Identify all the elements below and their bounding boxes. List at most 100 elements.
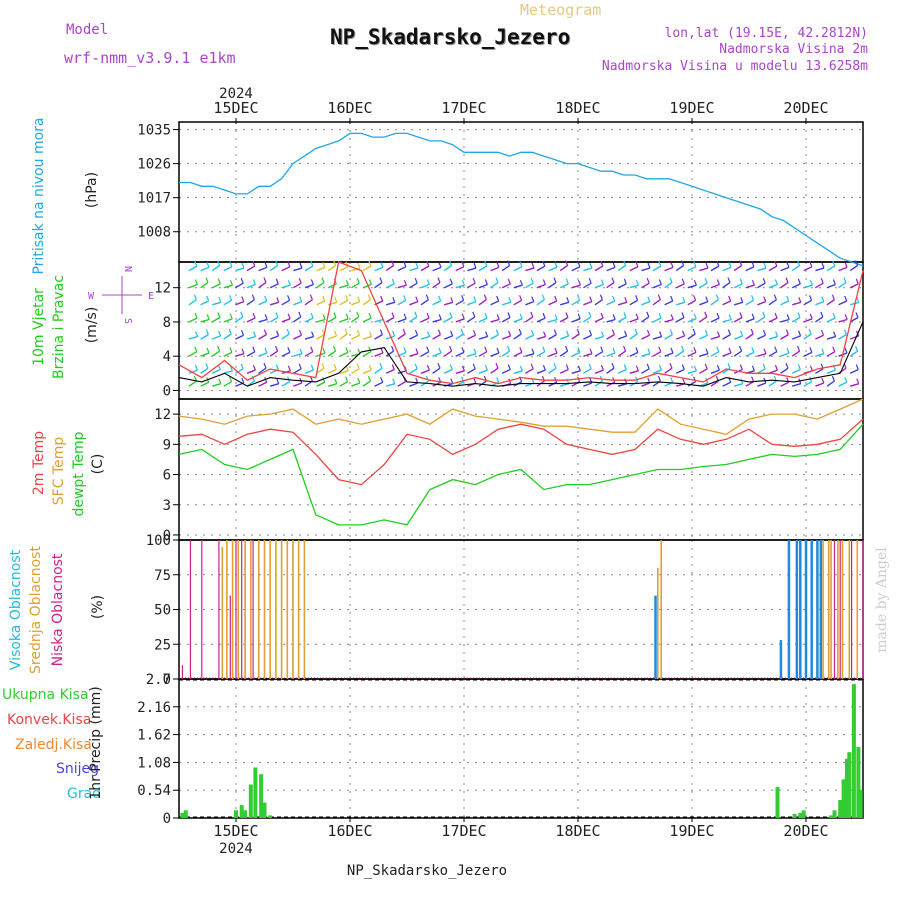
wind-barb-658	[641, 300, 651, 306]
ytick-label-1-2: 8	[163, 315, 171, 331]
wind-barb-772	[629, 284, 639, 289]
wind-barb-848	[397, 266, 407, 272]
wind-barb-354	[223, 333, 232, 340]
wind-barb-570	[803, 318, 813, 323]
wind-barb-467	[206, 314, 210, 320]
wind-barb-213	[751, 365, 755, 372]
wind-barb-635	[508, 297, 512, 303]
wind-barb-843	[368, 260, 372, 267]
wind-barb-139	[321, 362, 325, 369]
wind-barb-129	[263, 362, 267, 369]
wind-barb-550	[687, 318, 697, 323]
wind-barb-803	[809, 279, 813, 286]
wind-barb-909	[751, 261, 755, 267]
wind-barb-189	[611, 362, 615, 369]
wind-barb-421	[611, 329, 615, 335]
wind-barb-703	[229, 279, 233, 286]
wind-barb-593	[264, 295, 268, 302]
wind-barb-280	[467, 353, 477, 357]
wind-barb-547	[670, 314, 674, 320]
wind-barb-367	[298, 329, 303, 336]
wind-barb-50	[478, 380, 487, 387]
wind-barb-766	[594, 283, 604, 289]
wind-barb-488	[327, 316, 337, 323]
wind-barb-638	[525, 300, 535, 306]
wind-barb-571	[809, 313, 813, 320]
wind-barb-182	[571, 370, 581, 374]
wind-barb-219	[785, 362, 789, 369]
x-label-bottom-4: 19DEC	[669, 822, 714, 840]
wind-barb-395	[460, 328, 464, 335]
wind-barb-516	[490, 318, 500, 323]
precip-bar-9	[268, 815, 273, 818]
wind-barb-266	[385, 350, 394, 357]
wind-barb-728	[374, 282, 383, 289]
wind-barb-450	[780, 333, 789, 340]
wind-barb-299	[577, 347, 581, 353]
wind-barb-763	[577, 279, 581, 286]
wind-barb-850	[409, 267, 419, 272]
wind-barb-829	[287, 261, 291, 267]
wind-barb-35	[392, 378, 396, 384]
wind-barb-423	[624, 330, 628, 337]
wind-barb-805	[820, 277, 824, 284]
wind-barb-167	[484, 364, 488, 371]
wind-barb-634	[502, 301, 511, 306]
wind-barb-621	[425, 294, 429, 300]
wind-barb-847	[391, 260, 395, 266]
wind-barb-669	[705, 296, 709, 302]
wind-barb-177	[542, 364, 546, 371]
wind-barb-420	[606, 333, 615, 340]
wind-barb-842	[362, 265, 372, 272]
wind-barb-801	[797, 278, 801, 285]
wind-barb-630	[478, 299, 487, 306]
wind-barb-209	[727, 362, 731, 369]
wind-barb-415	[576, 328, 580, 335]
wind-barb-529	[565, 312, 569, 318]
credit: made by Angel	[874, 547, 890, 653]
wind-barb-676	[745, 299, 754, 306]
precip-bar-1	[183, 810, 188, 818]
wind-barb-372	[327, 335, 337, 340]
wind-barb-320	[699, 353, 709, 357]
wind-barb-244	[258, 352, 268, 357]
wind-barb-689	[821, 296, 825, 302]
wind-barb-117	[194, 364, 198, 371]
wind-barb-97	[751, 376, 755, 382]
wind-barb-366	[293, 334, 302, 340]
wind-barb-586	[223, 299, 232, 306]
wind-barb-670	[710, 299, 719, 306]
wind-barb-243	[252, 346, 256, 352]
wind-barb-443	[740, 330, 744, 337]
wind-barb-655	[624, 297, 628, 303]
wind-barb-587	[229, 295, 233, 301]
wind-barb-799	[785, 277, 789, 283]
wind-barb-173	[519, 365, 523, 372]
wind-barb-898	[687, 266, 697, 272]
wind-barb-134	[293, 368, 302, 374]
wind-barb-34	[386, 383, 395, 387]
wind-barb-869	[519, 261, 523, 267]
wind-barb-545	[658, 312, 662, 319]
wind-barb-619	[415, 296, 419, 302]
wind-barb-9	[241, 377, 245, 384]
footer-station: NP_Skadarsko_Jezero	[347, 863, 507, 879]
wind-barb-891	[647, 262, 651, 269]
wind-barb-187	[600, 364, 604, 371]
wind-barb-25	[334, 378, 338, 384]
wind-barb-355	[228, 328, 232, 335]
wind-barb-501	[403, 313, 407, 320]
wind-barb-664	[676, 301, 685, 306]
wind-barb-487	[322, 314, 326, 320]
wind-barb-424	[629, 333, 638, 340]
wind-barb-446	[757, 334, 766, 340]
wind-barb-845	[380, 262, 384, 268]
wind-barb-759	[553, 277, 557, 283]
wind-barb-166	[478, 369, 488, 374]
wind-barb-6	[223, 381, 232, 387]
wind-barb-32	[374, 381, 384, 387]
wind-barb-521	[519, 313, 523, 320]
wind-barb-890	[641, 267, 651, 272]
wind-barb-604	[328, 301, 337, 306]
wind-barb-27	[345, 376, 349, 382]
